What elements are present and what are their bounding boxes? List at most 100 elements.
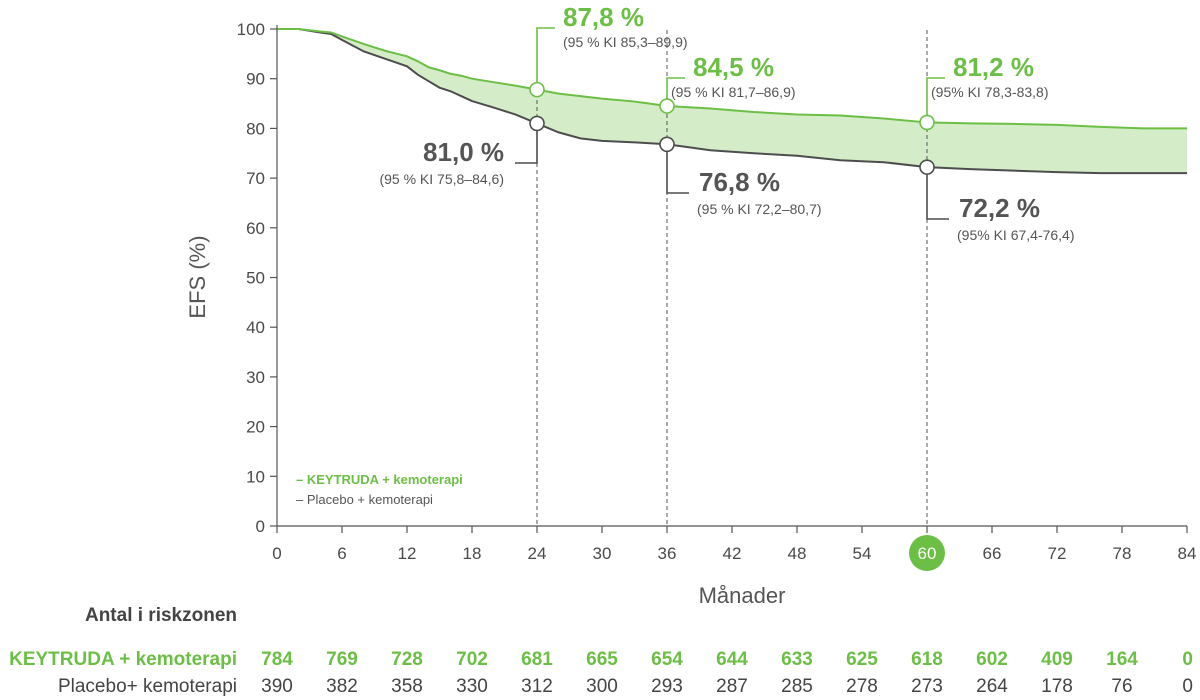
survival-curves [277, 28, 1187, 175]
risk-value-placebo: 264 [976, 676, 1008, 697]
risk-value-placebo: 293 [651, 676, 683, 697]
keytruda-curve [277, 28, 1187, 130]
keytruda-value-label: 87,8 % [563, 2, 644, 32]
risk-value-placebo: 287 [716, 676, 748, 697]
placebo-value-label: 81,0 % [423, 137, 504, 167]
risk-value-placebo: 278 [846, 676, 878, 697]
x-tick-label: 66 [983, 544, 1002, 563]
y-tick-label: 50 [246, 269, 265, 288]
risk-value-keytruda: 644 [716, 649, 748, 670]
keytruda-ci-label: (95 % KI 85,3–89,9) [563, 34, 688, 50]
difference-band [277, 29, 1187, 174]
x-tick-label: 12 [398, 544, 417, 563]
y-tick-label: 30 [246, 368, 265, 387]
markers [529, 81, 935, 175]
risk-value-placebo: 312 [521, 676, 553, 697]
x-tick-label-highlight: 60 [918, 544, 937, 563]
x-tick-label: 0 [272, 544, 281, 563]
keytruda-ci-label: (95% KI 78,3-83,8) [931, 84, 1049, 100]
x-tick-label: 6 [337, 544, 346, 563]
risk-value-placebo: 178 [1041, 676, 1073, 697]
y-tick-label: 80 [246, 119, 265, 138]
x-tick-label: 72 [1048, 544, 1067, 563]
keytruda-marker [659, 98, 675, 114]
annotations: 87,8 % (95 % KI 85,3–89,9) 84,5 % (95 % KI … [379, 2, 1074, 243]
y-tick-label: 70 [246, 169, 265, 188]
keytruda-ci-label: (95 % KI 81,7–86,9) [671, 84, 796, 100]
risk-row-label-keytruda: KEYTRUDA + kemoterapi [9, 649, 237, 670]
risk-value-keytruda: 0 [1182, 649, 1193, 670]
placebo-value-label: 76,8 % [699, 167, 780, 197]
placebo-ci-label: (95 % KI 72,2–80,7) [697, 201, 822, 217]
x-tick-label: 84 [1178, 544, 1197, 563]
keytruda-marker [919, 114, 935, 131]
risk-value-placebo: 76 [1111, 676, 1132, 697]
y-tick-label: 60 [246, 219, 265, 238]
x-tick-label: 42 [723, 544, 742, 563]
legend-placebo: – Placebo + kemoterapi [296, 492, 433, 507]
x-tick-label: 24 [528, 544, 547, 563]
placebo-leader-line [666, 151, 689, 194]
y-axis-title: EFS (%) [185, 235, 210, 318]
keytruda-value-label: 81,2 % [953, 52, 1034, 82]
risk-value-keytruda: 665 [586, 649, 618, 670]
placebo-ci-label: (95 % KI 75,8–84,6) [379, 171, 504, 187]
risk-value-placebo: 390 [261, 676, 293, 697]
placebo-curve [277, 28, 1187, 175]
legend: – KEYTRUDA + kemoterapi – Placebo + kemo… [296, 472, 463, 507]
reference-lines [536, 30, 928, 526]
placebo-leader-line [926, 174, 949, 220]
risk-value-keytruda: 602 [976, 649, 1008, 670]
keytruda-marker [529, 81, 545, 98]
risk-value-placebo: 273 [911, 676, 943, 697]
risk-value-keytruda: 618 [911, 649, 943, 670]
placebo-leader-line [515, 130, 538, 164]
y-tick-label: 20 [246, 418, 265, 437]
risk-value-placebo: 382 [326, 676, 358, 697]
placebo-marker [919, 159, 935, 175]
x-tick-label: 48 [788, 544, 807, 563]
placebo-value-label: 72,2 % [959, 193, 1040, 223]
x-axis-title: Månader [699, 583, 786, 608]
highlight-tick-circle [909, 535, 945, 571]
risk-value-placebo: 0 [1182, 676, 1193, 697]
keytruda-leader-line [666, 77, 685, 100]
y-tick-label: 90 [246, 70, 265, 89]
risk-value-keytruda: 654 [651, 649, 683, 670]
keytruda-leader-line [926, 77, 945, 116]
y-tick-label: 100 [237, 20, 265, 39]
risk-value-keytruda: 409 [1041, 649, 1073, 670]
risk-value-keytruda: 164 [1106, 649, 1138, 670]
risk-value-keytruda: 769 [326, 649, 358, 670]
x-tick-label: 54 [853, 544, 872, 563]
risk-value-keytruda: 728 [391, 649, 423, 670]
risk-value-keytruda: 625 [846, 649, 878, 670]
risk-value-keytruda: 681 [521, 649, 553, 670]
risk-row-label-placebo: Placebo+ kemoterapi [58, 676, 237, 697]
y-tick-label: 40 [246, 318, 265, 337]
risk-value-keytruda: 702 [456, 649, 488, 670]
risk-value-placebo: 300 [586, 676, 618, 697]
risk-value-placebo: 358 [391, 676, 423, 697]
x-tick-label: 36 [658, 544, 677, 563]
legend-keytruda: – KEYTRUDA + kemoterapi [296, 472, 463, 487]
risk-value-keytruda: 784 [261, 649, 293, 670]
y-tick-label: 0 [256, 517, 265, 536]
axes: 0 10 20 30 40 50 60 70 80 90 100 0 6 12 18 24 30 36 42 48 54… [237, 20, 1197, 571]
placebo-marker [529, 115, 545, 132]
placebo-marker [659, 136, 675, 153]
keytruda-leader-line [536, 27, 555, 83]
x-tick-label: 18 [463, 544, 482, 563]
x-tick-label: 78 [1113, 544, 1132, 563]
risk-value-placebo: 285 [781, 676, 813, 697]
x-tick-label: 30 [593, 544, 612, 563]
y-tick-label: 10 [246, 467, 265, 486]
placebo-ci-label: (95% KI 67,4-76,4) [957, 227, 1075, 243]
between-curves-band [277, 29, 1187, 174]
risk-table-values: 784 769 728 702 681 665 654 644 633 625 618 602 409 1… [261, 649, 1193, 697]
risk-value-placebo: 330 [456, 676, 488, 697]
risk-table-title: Antal i riskzonen [85, 605, 237, 626]
risk-value-keytruda: 633 [781, 649, 813, 670]
keytruda-value-label: 84,5 % [693, 52, 774, 82]
